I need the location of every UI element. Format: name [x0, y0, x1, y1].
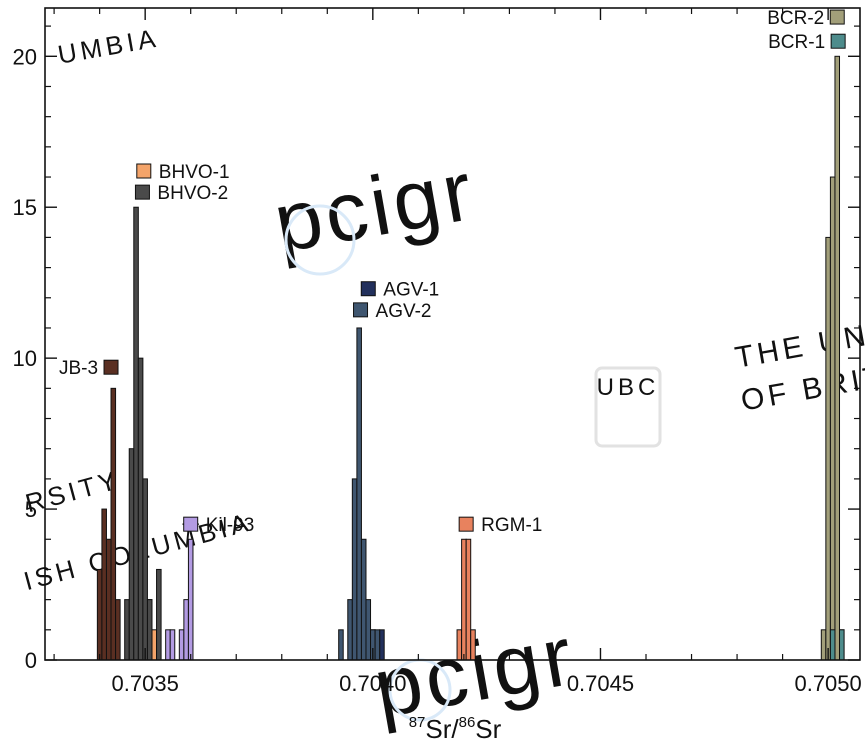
ubc-crest-watermark: [594, 366, 662, 448]
histogram-bar: [128, 448, 135, 661]
histogram-bar: [115, 599, 121, 661]
histogram-bar: [470, 629, 476, 661]
standard-label-bcr-1: BCR-1: [768, 32, 825, 53]
histogram-bar: [101, 508, 107, 661]
reference-bhvo-1: [136, 163, 152, 179]
histogram-bar: [374, 629, 381, 661]
histogram-bar: [829, 176, 836, 661]
histogram-bar: [356, 327, 362, 661]
x-tick-label: 0.7050: [794, 671, 861, 696]
histogram-bar: [351, 478, 358, 661]
histogram-bar: [133, 206, 139, 661]
histogram-bar: [124, 599, 130, 661]
histogram-bar: [187, 538, 194, 661]
reference-bcr-2: [829, 9, 845, 25]
histogram-bar: [365, 599, 372, 661]
histogram-bar: [347, 599, 353, 661]
histogram-bar: [156, 568, 162, 661]
series-agv-2: [338, 327, 381, 661]
watermark-text: UMBIA: [55, 22, 161, 69]
histogram-bar: [142, 478, 148, 661]
reference-rgm-1: [458, 516, 474, 532]
reference-bhvo-2: [134, 184, 150, 200]
reference-agv-2: [353, 302, 369, 318]
histogram-bar: [360, 538, 367, 661]
reference-marker: [136, 163, 152, 179]
y-tick-label: 15: [13, 195, 37, 220]
series-jb-3: [96, 387, 121, 661]
histogram-bar: [178, 629, 185, 661]
reference-marker: [134, 184, 150, 200]
histogram-bar: [456, 629, 463, 661]
histogram-bar: [820, 629, 827, 661]
standard-label-bcr-2: BCR-2: [767, 8, 824, 29]
histogram-bar: [825, 236, 831, 661]
watermark-text: UBC: [597, 374, 660, 401]
reference-marker: [353, 302, 369, 318]
plot-frame: [44, 7, 861, 661]
x-tick-label: 0.7035: [112, 671, 179, 696]
x-tick-label: 0.7045: [567, 671, 634, 696]
histogram-bar: [834, 55, 841, 661]
standard-label-agv-2: AGV-2: [376, 301, 432, 322]
watermark-text: RSITY: [22, 464, 123, 518]
watermark-text: pcigr: [267, 143, 482, 271]
axes: 0.7035 0.7040 0.7045 0.7050 0 5 10 15 20: [13, 7, 862, 696]
histogram-bar: [137, 357, 144, 661]
histogram-bar: [105, 538, 112, 661]
histogram-bar: [96, 568, 103, 661]
series-bhvo-2: [124, 206, 162, 661]
reference-marker: [830, 33, 846, 49]
histogram-bar: [465, 538, 472, 661]
standard-label-bhvo-1: BHVO-1: [159, 162, 230, 183]
reference-marker: [103, 359, 119, 375]
y-tick-label: 0: [25, 648, 37, 673]
reference-kil-93: [182, 516, 199, 532]
histogram-bar: [338, 629, 344, 661]
reference-marker: [360, 281, 376, 297]
histogram-bar: [169, 629, 176, 661]
reference-marker: [458, 516, 474, 532]
histogram-bar: [151, 629, 158, 661]
series-rgm-1: [456, 538, 476, 661]
standard-label-kil-93: Kil-93: [206, 515, 255, 536]
histogram-bar: [379, 629, 385, 661]
histogram-bar: [183, 599, 189, 661]
reference-bcr-1: [830, 33, 846, 49]
reference-marker: [183, 516, 199, 532]
histogram-bar: [839, 629, 845, 661]
reference-agv-1: [360, 281, 376, 297]
x-axis-label: 87Sr/86Sr: [409, 714, 502, 744]
reference-marker: [829, 9, 845, 25]
standard-label-jb-3: JB-3: [59, 358, 98, 379]
histogram-bar: [165, 629, 171, 661]
y-tick-label: 20: [13, 44, 37, 69]
atom-watermark: [284, 204, 356, 276]
standard-label-bhvo-2: BHVO-2: [157, 183, 228, 204]
y-tick-label: 10: [13, 346, 37, 371]
histogram-bars: [96, 55, 845, 661]
standard-label-rgm-1: RGM-1: [481, 515, 542, 536]
histogram-bar: [829, 629, 836, 661]
histogram-bar: [110, 387, 117, 661]
histogram-bar: [461, 538, 467, 661]
reference-jb-3: [103, 359, 119, 375]
histogram-bar: [146, 599, 153, 661]
standard-label-agv-1: AGV-1: [383, 280, 439, 301]
y-tick-label: 5: [25, 497, 37, 522]
x-tick-label: 0.7040: [339, 671, 406, 696]
